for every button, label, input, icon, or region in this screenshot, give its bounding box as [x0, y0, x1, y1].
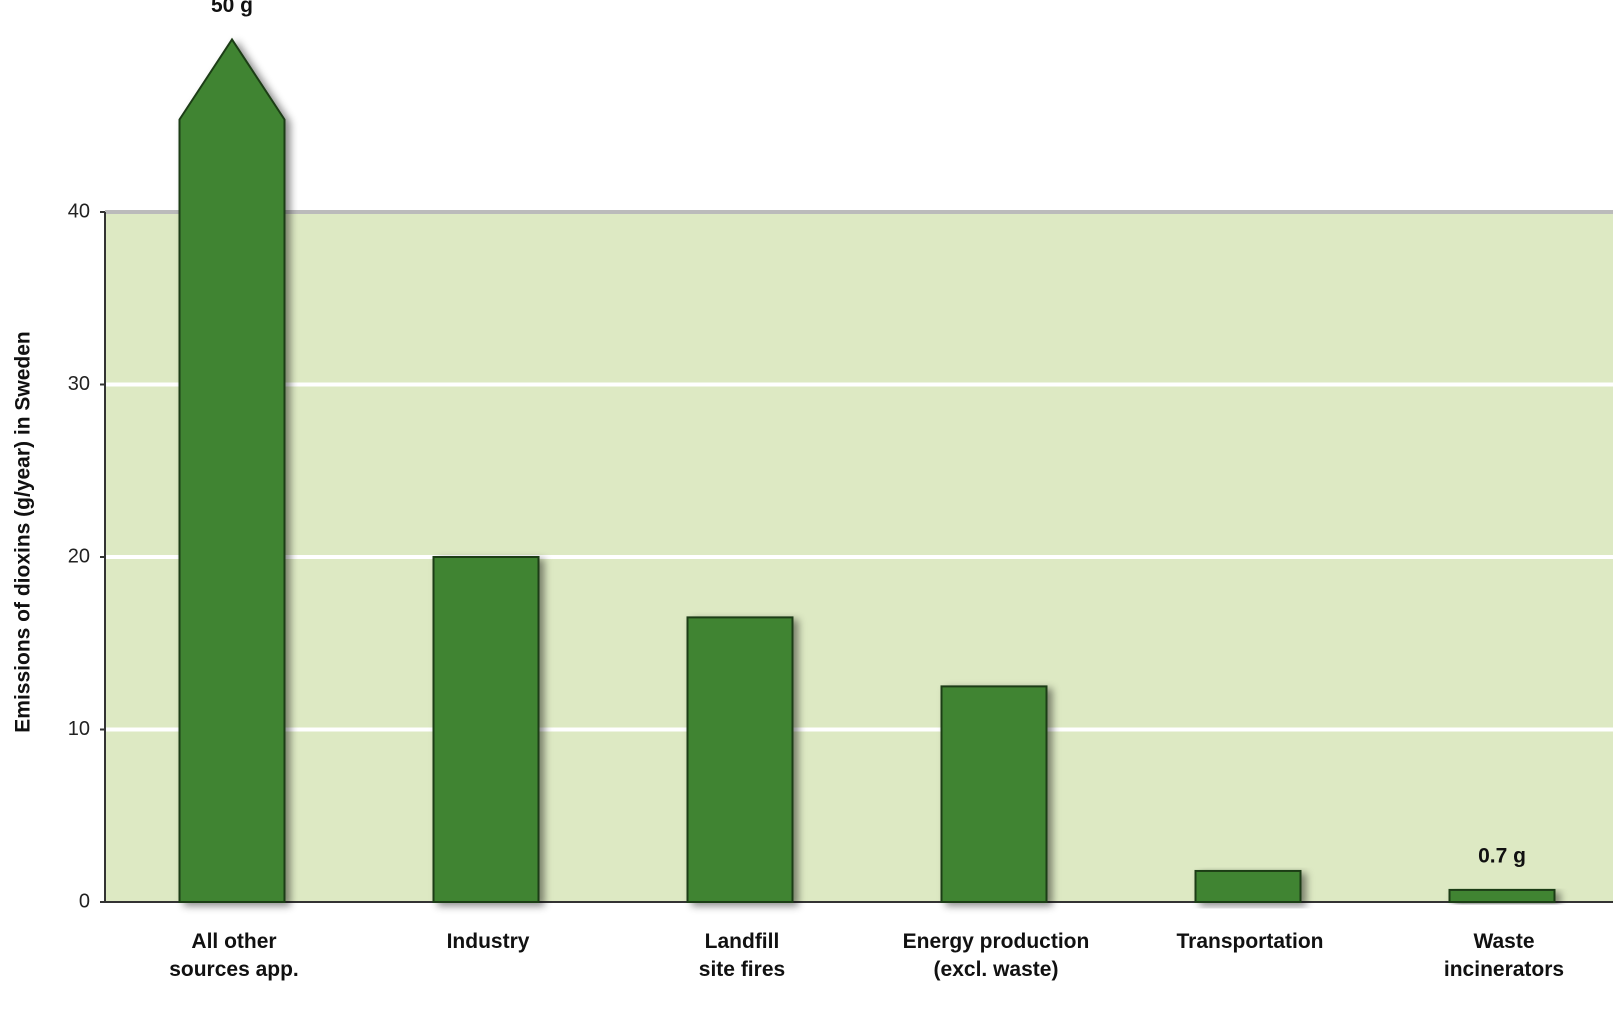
bar	[1194, 869, 1302, 904]
y-tick-label: 20	[68, 545, 90, 567]
bar	[686, 616, 794, 903]
x-tick-label: Landfill site fires	[698, 930, 786, 981]
bar	[178, 37, 286, 903]
bar	[1448, 888, 1556, 903]
x-tick-label: Industry	[446, 930, 530, 953]
bar	[940, 685, 1048, 903]
y-tick-label: 30	[68, 373, 90, 395]
value-label: 50 g	[211, 0, 253, 17]
bar	[432, 556, 540, 903]
y-tick-label: 40	[68, 200, 90, 222]
value-label: 0.7 g	[1478, 844, 1526, 867]
x-tick-label: Waste incinerators	[1443, 930, 1565, 981]
x-tick-label: Energy production (excl. waste)	[902, 930, 1090, 981]
y-tick-label: 0	[79, 890, 90, 912]
x-tick-label: Transportation	[1176, 930, 1324, 953]
y-tick-label: 10	[68, 718, 90, 740]
x-tick-label: All other sources app.	[169, 930, 299, 981]
y-axis-label: Emissions of dioxins (g/year) in Sweden	[12, 331, 35, 732]
